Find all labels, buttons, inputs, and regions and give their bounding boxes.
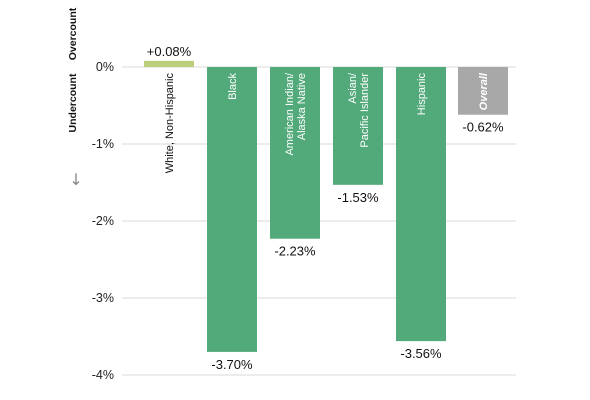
category-label: Black bbox=[227, 73, 239, 100]
category-label: Alaska Native bbox=[296, 73, 308, 140]
value-label: -3.56% bbox=[400, 346, 442, 361]
bar-3 bbox=[270, 67, 320, 239]
bar-5 bbox=[396, 67, 446, 342]
bar-2 bbox=[207, 67, 257, 352]
undercount-label: Undercount bbox=[67, 73, 79, 132]
bar-1 bbox=[144, 60, 194, 67]
value-label: -1.53% bbox=[337, 190, 379, 205]
y-tick-label: -1% bbox=[92, 137, 114, 151]
category-label: Pacific Islander bbox=[359, 73, 371, 148]
category-label: Hispanic bbox=[416, 73, 428, 116]
y-tick-label: -4% bbox=[92, 368, 114, 382]
value-label: -2.23% bbox=[274, 244, 316, 259]
bars bbox=[144, 60, 508, 352]
down-arrow-icon: ↓ bbox=[69, 170, 82, 189]
category-label: White, Non-Hispanic bbox=[164, 73, 176, 174]
bar-6 bbox=[458, 67, 508, 115]
value-label: -3.70% bbox=[211, 357, 253, 372]
value-labels: +0.08% -3.70% -2.23% -1.53% -3.56% -0.62% bbox=[147, 44, 504, 372]
y-tick-label: -3% bbox=[92, 291, 114, 305]
value-label: +0.08% bbox=[147, 44, 192, 59]
value-label: -0.62% bbox=[462, 120, 504, 135]
y-axis-ticks: 0% -1% -2% -3% -4% bbox=[92, 60, 114, 382]
bar-4 bbox=[333, 67, 383, 185]
category-label: American Indian/ bbox=[284, 72, 296, 155]
category-label: Asian/ bbox=[347, 72, 359, 104]
y-tick-label: 0% bbox=[96, 60, 114, 74]
overcount-label: Overcount bbox=[67, 7, 79, 60]
y-tick-label: -2% bbox=[92, 214, 114, 228]
category-labels: White, Non-Hispanic Black American Indian/… bbox=[164, 72, 490, 173]
category-label: Overall bbox=[478, 72, 490, 110]
